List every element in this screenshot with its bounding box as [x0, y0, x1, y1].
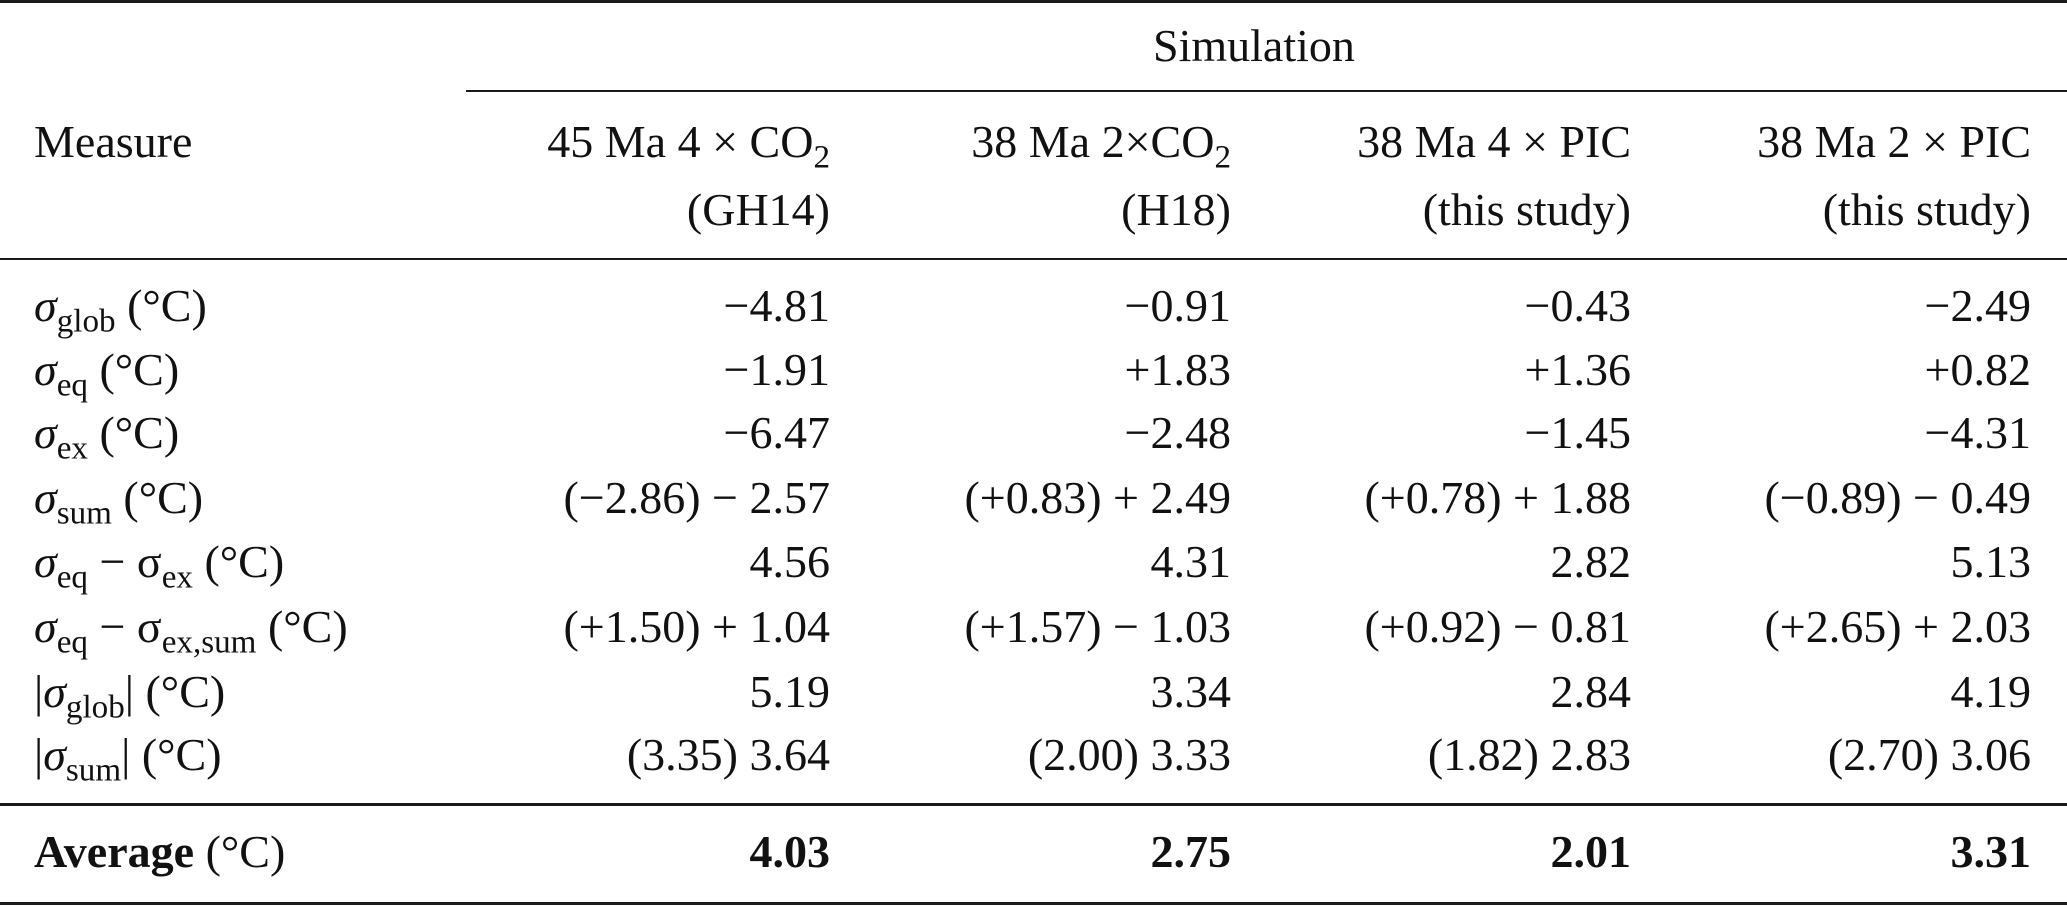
column-header-1: 45 Ma 4 × CO2 [547, 116, 830, 176]
column-header-3: 38 Ma 4 × PIC [1357, 116, 1631, 167]
table-cell: −1.91 [723, 344, 830, 395]
header-rule [0, 258, 2067, 260]
average-value-1: 4.03 [749, 826, 831, 877]
simulation-group-underline [466, 90, 2067, 92]
top-rule [0, 0, 2067, 3]
average-value-3: 2.01 [1550, 826, 1632, 877]
row-label: σeq − σex,sum (°C) [34, 601, 348, 661]
table-cell: −0.91 [1124, 280, 1231, 331]
table-cell: −1.45 [1524, 407, 1631, 458]
bottom-rule [0, 902, 2067, 905]
row-label: σglob (°C) [34, 280, 207, 340]
average-value-4: 3.31 [1950, 826, 2032, 877]
table-cell: (2.70) 3.06 [1827, 729, 2031, 780]
row-label: σeq − σex (°C) [34, 536, 285, 596]
column-header-2: 38 Ma 2×CO2 [971, 116, 1231, 176]
column-header-2-source: (H18) [1121, 184, 1231, 235]
table-cell: (−0.89) − 0.49 [1764, 472, 2031, 523]
table-cell: 5.19 [749, 666, 831, 717]
average-value-2: 2.75 [1150, 826, 1232, 877]
table-cell: 5.13 [1950, 536, 2032, 587]
table-cell: 2.82 [1550, 536, 1632, 587]
table-cell: (+0.78) + 1.88 [1364, 472, 1631, 523]
row-label: |σsum| (°C) [34, 729, 222, 789]
row-label: σex (°C) [34, 407, 180, 467]
table-cell: (+0.83) + 2.49 [964, 472, 1231, 523]
table-cell: 3.34 [1150, 666, 1232, 717]
table-cell: +0.82 [1924, 344, 2031, 395]
column-header-3-source: (this study) [1422, 184, 1631, 235]
table-cell: (1.82) 2.83 [1427, 729, 1631, 780]
measure-header: Measure [34, 116, 193, 167]
table-cell: 2.84 [1550, 666, 1632, 717]
row-label: |σglob| (°C) [34, 666, 226, 726]
table-cell: (3.35) 3.64 [626, 729, 830, 780]
table-cell: (+2.65) + 2.03 [1764, 601, 2031, 652]
row-label: σsum (°C) [34, 472, 204, 532]
table-cell: −4.31 [1924, 407, 2031, 458]
table-cell: (+1.57) − 1.03 [964, 601, 1231, 652]
average-label: Average (°C) [34, 826, 286, 877]
table-cell: +1.36 [1524, 344, 1631, 395]
table-cell: −0.43 [1524, 280, 1631, 331]
table-cell: −2.49 [1924, 280, 2031, 331]
table-cell: (2.00) 3.33 [1027, 729, 1231, 780]
table-cell: 4.56 [749, 536, 831, 587]
table-cell: (+1.50) + 1.04 [563, 601, 830, 652]
average-rule [0, 803, 2067, 806]
table-cell: (−2.86) − 2.57 [563, 472, 830, 523]
table-cell: −2.48 [1124, 407, 1231, 458]
table-cell: −6.47 [723, 407, 830, 458]
column-header-1-source: (GH14) [686, 184, 830, 235]
column-header-4: 38 Ma 2 × PIC [1757, 116, 2031, 167]
table-cell: (+0.92) − 0.81 [1364, 601, 1631, 652]
table-cell: +1.83 [1124, 344, 1231, 395]
simulation-group-header: Simulation [1153, 20, 1355, 71]
column-header-4-source: (this study) [1822, 184, 2031, 235]
table-cell: −4.81 [723, 280, 830, 331]
row-label: σeq (°C) [34, 344, 180, 404]
table-cell: 4.19 [1950, 666, 2032, 717]
table-cell: 4.31 [1150, 536, 1232, 587]
